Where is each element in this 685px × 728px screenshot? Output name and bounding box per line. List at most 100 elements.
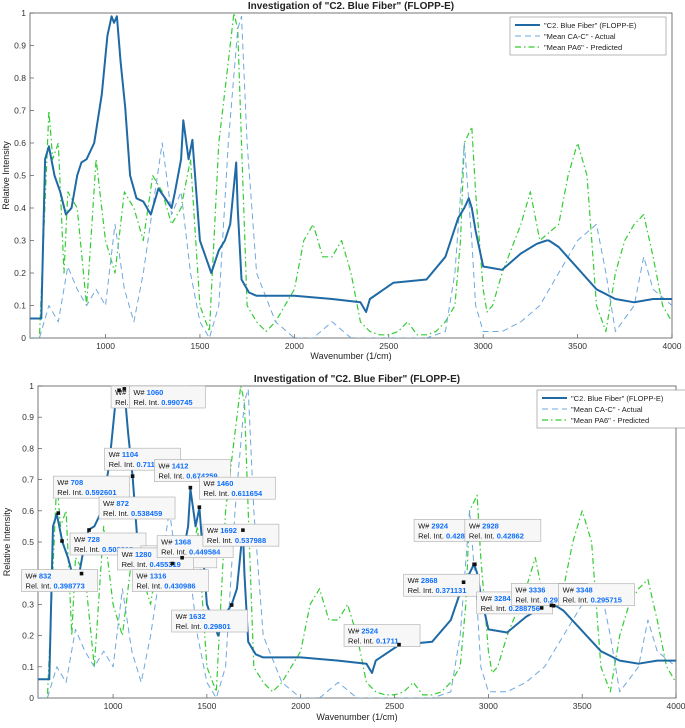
chart-panel-2: Investigation of "C2. Blue Fiber" (FLOPP…: [2, 374, 685, 722]
y-tick-label: 0.7: [14, 106, 26, 116]
legend-entry: "Mean CA-C" - Actual: [544, 32, 616, 41]
data-tip-marker: [551, 603, 556, 608]
y-tick-label: 0.4: [14, 203, 26, 213]
x-axis-label: Wavenumber (1/cm): [310, 351, 391, 361]
data-tip-box: [558, 583, 635, 607]
y-tick-label: 0.9: [14, 41, 26, 51]
data-tip-intensity: Rel. Int. 0.455319: [122, 560, 181, 569]
data-tip-box: [464, 518, 542, 542]
data-tip-marker: [117, 388, 121, 393]
data-tip-box: [21, 569, 98, 592]
x-axis-label: Wavenumber (1/cm): [316, 712, 397, 722]
data-tip-wavenumber: W# 1104: [109, 450, 139, 459]
data-tip-intensity: Rel. Int. 0.428487: [418, 531, 477, 540]
data-tip-intensity: Rel. Int. 0.29801: [176, 622, 231, 631]
data-tip-marker: [229, 603, 234, 607]
legend-entry: "C2. Blue Fiber" (FLOPP-E): [544, 21, 637, 30]
y-tick-label: 0.6: [22, 506, 34, 516]
data-tip-box: [132, 569, 209, 592]
plot-area: [29, 12, 673, 339]
data-tip-marker: [549, 603, 554, 608]
data-tip-marker: [461, 580, 466, 585]
y-tick-label: 0.3: [22, 599, 34, 609]
x-tick-label: 1500: [190, 341, 209, 351]
data-tip-marker: [60, 539, 64, 543]
y-tick-label: 0.8: [14, 73, 26, 83]
legend: "C2. Blue Fiber" (FLOPP-E) "Mean CA-C" - …: [536, 389, 685, 429]
data-tip-intensity: Rel. Int. 0.398773: [26, 582, 85, 591]
data-tip-marker: [241, 528, 245, 532]
data-tip-intensity: Rel. Int. 0.1711: [348, 637, 398, 646]
data-tip-wavenumber: W# 2928: [469, 521, 499, 530]
data-tip-intensity: Rel. Int. 0.990745: [133, 398, 192, 407]
data-tip-intensity: Rel. Int. 0.449584: [161, 548, 221, 557]
data-tip-intensity: Rel. Int. 0.288756: [481, 604, 540, 613]
y-tick-label: 1: [29, 381, 34, 391]
series-line-2: [30, 15, 672, 338]
data-tip-wavenumber: W# 832: [26, 572, 52, 581]
data-tip-wavenumber: W# 1460: [203, 479, 233, 488]
legend-entry: "Mean CA-C" - Actual: [571, 405, 643, 414]
series-line-1: [30, 15, 672, 320]
data-tip-intensity: Rel. Int. 0.29706: [515, 595, 570, 604]
data-tip-wavenumber: W# 3336: [515, 585, 545, 594]
data-tip-box: [171, 609, 248, 633]
data-tip-intensity: Rel. Int. 0.538459: [103, 509, 162, 518]
data-tip-wavenumber: W# 1368: [161, 538, 191, 547]
data-tip-marker: [197, 505, 202, 509]
data-tip-intensity: Rel. Int. 0.295715: [563, 596, 622, 605]
legend-entry: "Mean PA6" - Predicted: [544, 43, 622, 52]
data-tip-box: [129, 385, 206, 409]
data-tip-intensity: Rel. Int. 0.430986: [136, 582, 195, 591]
chart-title: Investigation of "C2. Blue Fiber" (FLOPP…: [254, 374, 460, 385]
data-tip-wavenumber: W# 1060: [133, 388, 163, 397]
data-tip-wavenumber: W# 728: [74, 535, 100, 544]
data-tip-box: [154, 459, 231, 482]
y-tick-label: 0.5: [22, 537, 34, 547]
data-tip-marker: [397, 642, 401, 647]
x-tick-label: 3500: [568, 341, 587, 351]
data-tip-wavenumber: W# 2524: [348, 627, 379, 636]
data-tip-intensity: Rel. Int. 0.592601: [57, 488, 116, 497]
data-tip-marker: [170, 561, 175, 566]
data-tip-box: [52, 475, 130, 499]
data-tip-intensity: Rel. Int. 0.7110: [109, 460, 159, 469]
y-tick-label: 0.2: [22, 631, 34, 641]
data-tip-box: [202, 523, 280, 547]
data-tip-intensity: Rel. Int. 0.371131: [408, 586, 467, 595]
x-tick-label: 4000: [667, 701, 685, 711]
data-tip-intensity: Rel. Int. 0.611654: [203, 489, 263, 498]
data-tip-wavenumber: W# 3284: [481, 594, 512, 603]
data-tip-wavenumber: W# 1280: [122, 550, 152, 559]
data-tip-marker: [79, 571, 84, 576]
x-tick-label: 3000: [474, 341, 493, 351]
data-tip-wavenumber: W# 3348: [563, 586, 593, 595]
x-tick-label: 2500: [379, 341, 398, 351]
y-tick-label: 0.2: [14, 268, 26, 278]
chart-title: Investigation of "C2. Blue Fiber" (FLOPP…: [248, 1, 454, 12]
data-tip-marker: [180, 555, 184, 560]
data-tip-box: [403, 573, 480, 597]
data-tip-marker: [188, 485, 193, 490]
data-tip-wavenumber: W# 1632: [176, 612, 206, 621]
legend-entry: "Mean PA6" - Predicted: [571, 416, 649, 425]
data-tip-wavenumber: W# 2924: [418, 521, 449, 530]
y-tick-label: 0: [21, 333, 26, 343]
data-tip-wavenumber: W# 872: [103, 499, 129, 508]
data-tip-box: [98, 496, 176, 520]
data-tip-marker: [122, 387, 127, 391]
y-tick-label: 0: [29, 693, 34, 703]
x-tick-label: 1500: [197, 701, 216, 711]
x-tick-label: 2500: [385, 701, 404, 711]
x-tick-label: 3000: [479, 701, 498, 711]
x-tick-label: 4000: [663, 341, 682, 351]
data-tip-marker: [473, 562, 477, 567]
